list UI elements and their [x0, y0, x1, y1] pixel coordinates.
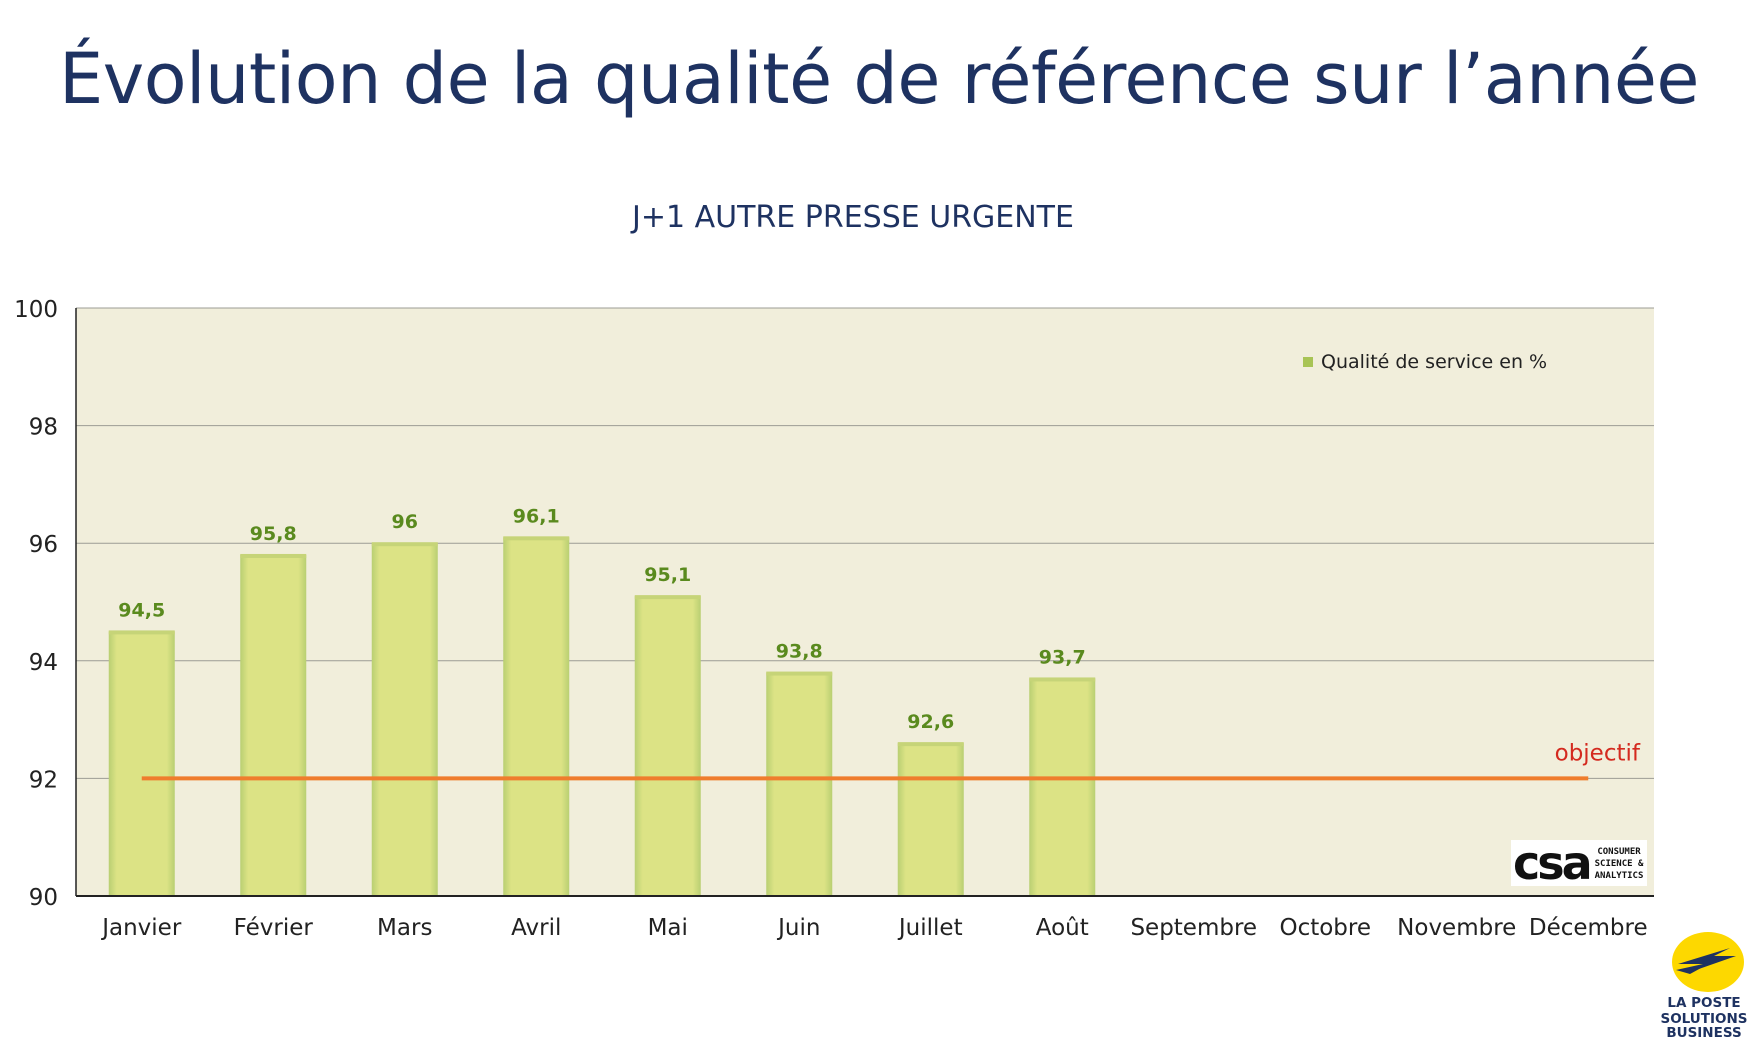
data-label: 96 — [392, 511, 418, 533]
bar-cap — [371, 542, 438, 547]
csa-logo-line-1: CONSUMER — [1597, 847, 1641, 857]
bar — [1029, 678, 1096, 896]
bar — [503, 537, 570, 896]
bar — [371, 543, 438, 896]
y-tick-label: 94 — [29, 650, 58, 676]
bar-cap — [634, 595, 701, 600]
plot-area — [76, 308, 1654, 896]
x-tick-label: Août — [1036, 915, 1089, 941]
bar — [897, 743, 964, 896]
y-tick-label: 98 — [29, 415, 58, 441]
data-label: 93,8 — [776, 641, 823, 663]
bar-cap — [503, 536, 570, 541]
x-tick-label: Octobre — [1279, 915, 1371, 941]
y-tick-label: 96 — [29, 532, 58, 558]
data-label: 96,1 — [513, 505, 560, 527]
bar — [634, 596, 701, 896]
y-tick-label: 92 — [29, 767, 58, 793]
csa-logo-line-2: SCIENCE & — [1595, 859, 1644, 869]
legend-label: Qualité de service en % — [1321, 351, 1547, 373]
page-title: Évolution de la qualité de référence sur… — [59, 38, 1699, 120]
csa-logo: csa CONSUMER SCIENCE & ANALYTICS — [1511, 840, 1647, 886]
y-tick-label: 90 — [29, 885, 58, 911]
laposte-logo-line-2: SOLUTIONS — [1660, 1011, 1747, 1027]
legend-swatch — [1303, 357, 1313, 367]
laposte-logo: LA POSTE SOLUTIONS BUSINESS — [1660, 932, 1748, 1041]
data-label: 94,5 — [118, 599, 165, 621]
csa-logo-mark: csa — [1513, 840, 1590, 886]
laposte-logo-line-3: BUSINESS — [1666, 1025, 1741, 1041]
x-tick-label: Février — [234, 915, 314, 941]
x-tick-label: Septembre — [1130, 915, 1257, 941]
bar-cap — [897, 742, 964, 747]
chart-title: J+1 AUTRE PRESSE URGENTE — [632, 200, 1074, 235]
x-tick-label: Mars — [377, 915, 432, 941]
x-tick-label: Mai — [648, 915, 688, 941]
data-label: 93,7 — [1039, 646, 1086, 668]
axes: 90 92 94 96 98 100 Janvier Février Mars Avril Mai J… — [14, 297, 1654, 941]
y-tick-label: 100 — [14, 297, 58, 323]
target-line: objectif — [141, 740, 1641, 781]
legend: Qualité de service en % — [1303, 351, 1547, 373]
csa-logo-line-3: ANALYTICS — [1595, 871, 1644, 881]
bar-cap — [766, 671, 833, 676]
x-tick-label: Avril — [511, 915, 561, 941]
x-tick-label: Juillet — [897, 915, 963, 941]
x-tick-label: Juin — [776, 915, 820, 941]
target-label: objectif — [1555, 740, 1641, 766]
bar-cap — [1029, 677, 1096, 682]
bar — [766, 672, 833, 896]
data-label: 95,8 — [250, 523, 297, 545]
bar — [240, 554, 307, 896]
laposte-logo-line-1: LA POSTE — [1667, 995, 1740, 1011]
data-label: 92,6 — [907, 711, 954, 733]
x-tick-label: Novembre — [1397, 915, 1516, 941]
bar-cap — [240, 553, 307, 558]
data-label: 95,1 — [644, 564, 691, 586]
x-tick-label: Janvier — [100, 915, 182, 941]
bar-cap — [108, 630, 175, 635]
bar-series: 94,5 95,8 96 96,1 95,1 93,8 92,6 93,7 — [108, 505, 1096, 896]
x-tick-label: Décembre — [1529, 915, 1648, 941]
bar — [108, 631, 175, 896]
